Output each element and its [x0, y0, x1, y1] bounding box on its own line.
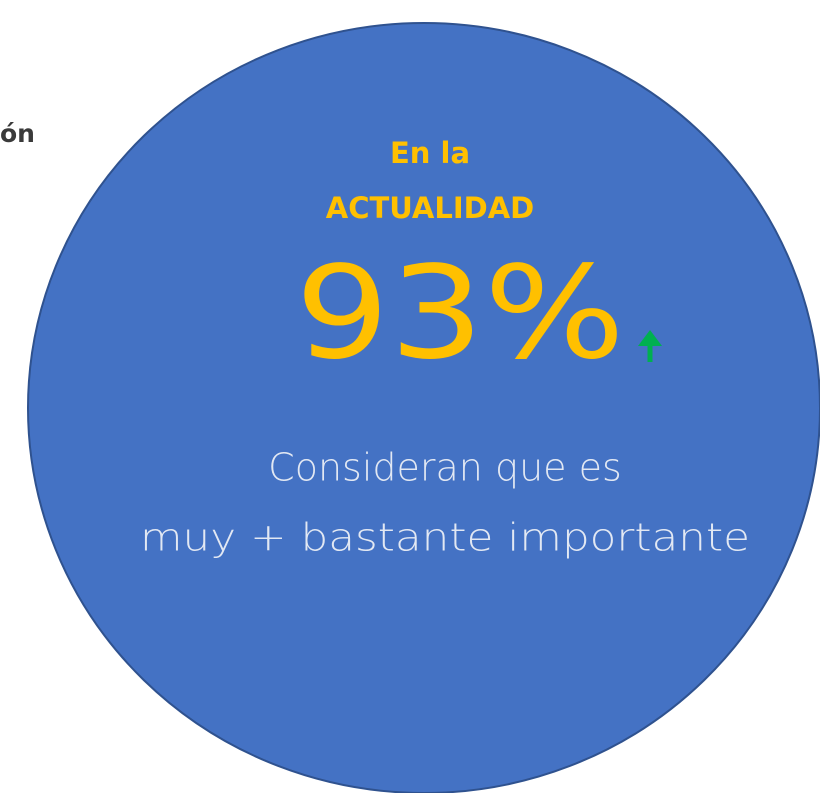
- side-text: ón: [0, 119, 35, 148]
- circle: [27, 22, 820, 793]
- caption-line1: Consideran que es: [268, 446, 622, 490]
- caption-line2: muy + bastante importante: [140, 516, 750, 560]
- up-arrow: [638, 330, 662, 362]
- heading-line2: ACTUALIDAD: [326, 191, 534, 225]
- stat: 93%: [295, 239, 625, 388]
- heading-line1: En la: [390, 136, 470, 170]
